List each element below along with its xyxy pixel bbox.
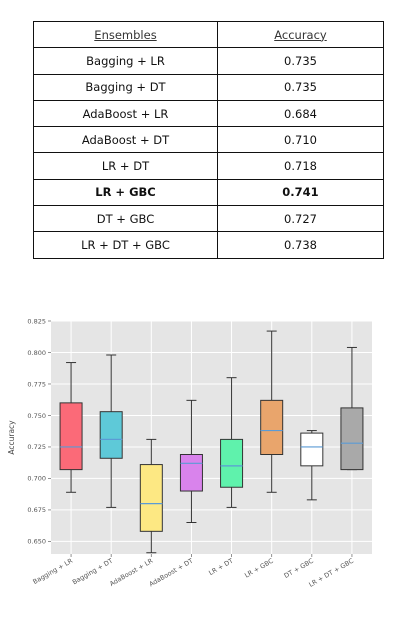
x-tick-label: AdaBoost + DT <box>148 557 195 589</box>
box-7 <box>340 407 364 471</box>
x-tick-label: LR + GBC <box>243 557 275 580</box>
accuracy-value-cell: 0.727 <box>217 205 384 233</box>
y-tick-label: 0.725 <box>27 443 46 451</box>
ensemble-name-cell: LR + GBC <box>33 179 218 207</box>
ensemble-name-cell: AdaBoost + DT <box>33 126 218 154</box>
y-tick-label: 0.700 <box>27 475 46 483</box>
y-tick-label: 0.750 <box>27 412 46 420</box>
header-ensembles: Ensembles <box>33 20 218 49</box>
box-4 <box>220 438 244 488</box>
accuracy-value-cell: 0.684 <box>217 100 384 128</box>
x-tick-label: LR + DT + GBC <box>307 557 355 589</box>
accuracy-value-cell: 0.735 <box>217 47 384 75</box>
x-tick-label: DT + GBC <box>283 557 316 580</box>
accuracy-value-cell: 0.735 <box>217 74 384 101</box>
table-row: AdaBoost + LR 0.684 <box>33 100 384 128</box>
y-tick-label: 0.800 <box>27 349 46 357</box>
table-row: Bagging + DT 0.735 <box>33 74 384 101</box>
y-axis-label: Accuracy <box>7 420 16 455</box>
ensemble-name-cell: DT + GBC <box>33 205 218 233</box>
box-6 <box>300 432 324 467</box>
table-row: AdaBoost + DT 0.710 <box>33 126 384 154</box>
ensemble-name-cell: Bagging + LR <box>33 47 218 75</box>
box-5 <box>260 399 284 456</box>
ensemble-name-cell: LR + DT + GBC <box>33 231 218 259</box>
box-3 <box>179 454 203 492</box>
ensemble-name-cell: LR + DT <box>33 152 218 180</box>
y-tick-label: 0.675 <box>27 506 46 514</box>
table-row: DT + GBC 0.727 <box>33 205 384 233</box>
table-row: Bagging + LR 0.735 <box>33 47 384 75</box>
ensemble-name-cell: Bagging + DT <box>33 74 218 101</box>
table-row: LR + DT 0.718 <box>33 152 384 180</box>
accuracy-value-cell: 0.738 <box>217 231 384 259</box>
y-tick-label: 0.775 <box>27 380 46 388</box>
x-tick-label: Bagging + LR <box>32 557 75 586</box>
table-row: LR + DT + GBC 0.738 <box>33 231 384 259</box>
y-tick-label: 0.825 <box>27 317 46 325</box>
ensembles-accuracy-table: Ensembles Accuracy Bagging + LR 0.735 Bagg… <box>33 20 384 259</box>
accuracy-value-cell: 0.710 <box>217 126 384 154</box>
x-tick-label: LR + DT <box>207 557 234 577</box>
box-0 <box>59 402 83 471</box>
accuracy-boxplot: 0.650 0.675 0.700 0.725 0.750 0.775 0.800 0.825… <box>7 317 372 589</box>
header-accuracy: Accuracy <box>217 20 384 49</box>
table-row: LR + GBC 0.741 <box>33 179 384 207</box>
table-header-row: Ensembles Accuracy <box>33 20 384 49</box>
accuracy-value-cell: 0.741 <box>217 179 384 207</box>
y-tick-label: 0.650 <box>27 538 46 546</box>
box-2 <box>139 464 163 532</box>
ensemble-name-cell: AdaBoost + LR <box>33 100 218 128</box>
accuracy-value-cell: 0.718 <box>217 152 384 180</box>
plot-background <box>51 321 372 554</box>
box-1 <box>99 411 123 459</box>
